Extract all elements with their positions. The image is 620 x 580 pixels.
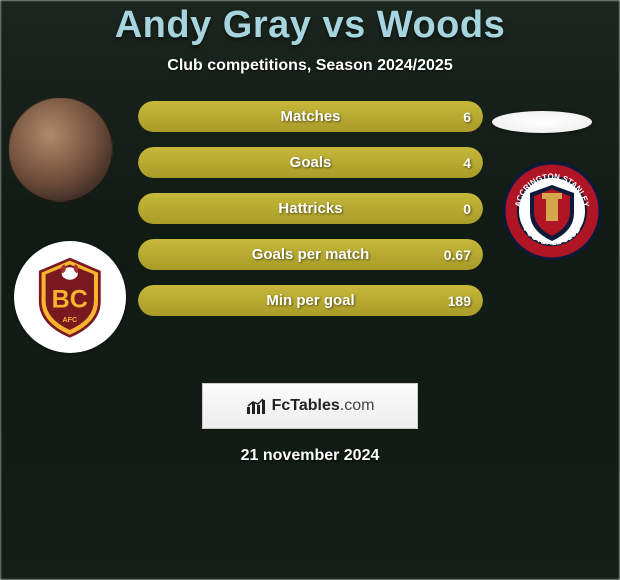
stat-bar: Hattricks 0 <box>138 193 483 224</box>
comparison-bars: Matches 6 Goals 4 Hattricks 0 Goals per match 0… <box>138 101 483 316</box>
chart-icon <box>246 397 268 415</box>
brand-name: FcTables <box>272 397 340 414</box>
club-badge-left: BC AFC <box>14 241 126 353</box>
stat-label: Hattricks <box>278 200 342 217</box>
stat-value-right: 0 <box>463 201 471 217</box>
content-root: Andy Gray vs Woods Club competitions, Se… <box>0 0 620 580</box>
svg-text:BC: BC <box>52 286 88 314</box>
stat-value-right: 4 <box>463 155 471 171</box>
stat-value-right: 0.67 <box>444 247 471 263</box>
stat-bar: Goals per match 0.67 <box>138 239 483 270</box>
brand-text: FcTables.com <box>272 397 375 415</box>
page-subtitle: Club competitions, Season 2024/2025 <box>167 57 452 75</box>
stat-bar: Matches 6 <box>138 101 483 132</box>
stats-section: BC AFC ACCRINGTON STANLEY <box>0 101 620 351</box>
brand-domain: .com <box>340 397 375 414</box>
stat-label: Goals <box>290 154 332 171</box>
stat-value-right: 6 <box>463 109 471 125</box>
stat-label: Goals per match <box>252 246 370 263</box>
stat-label: Min per goal <box>266 292 354 309</box>
player-left-avatar <box>8 97 113 202</box>
svg-text:AFC: AFC <box>63 316 78 324</box>
page-title: Andy Gray vs Woods <box>115 4 506 47</box>
accrington-badge-icon: ACCRINGTON STANLEY FOOTBALL CLUB <box>502 161 602 261</box>
stat-value-right: 189 <box>448 293 471 309</box>
bradford-badge-icon: BC AFC <box>25 252 115 342</box>
stat-bar: Min per goal 189 <box>138 285 483 316</box>
stat-bar: Goals 4 <box>138 147 483 178</box>
brand-box[interactable]: FcTables.com <box>202 383 418 429</box>
stat-label: Matches <box>280 108 340 125</box>
club-badge-right: ACCRINGTON STANLEY FOOTBALL CLUB <box>502 161 602 261</box>
date-label: 21 november 2024 <box>241 447 380 465</box>
player-right-avatar <box>492 111 592 133</box>
